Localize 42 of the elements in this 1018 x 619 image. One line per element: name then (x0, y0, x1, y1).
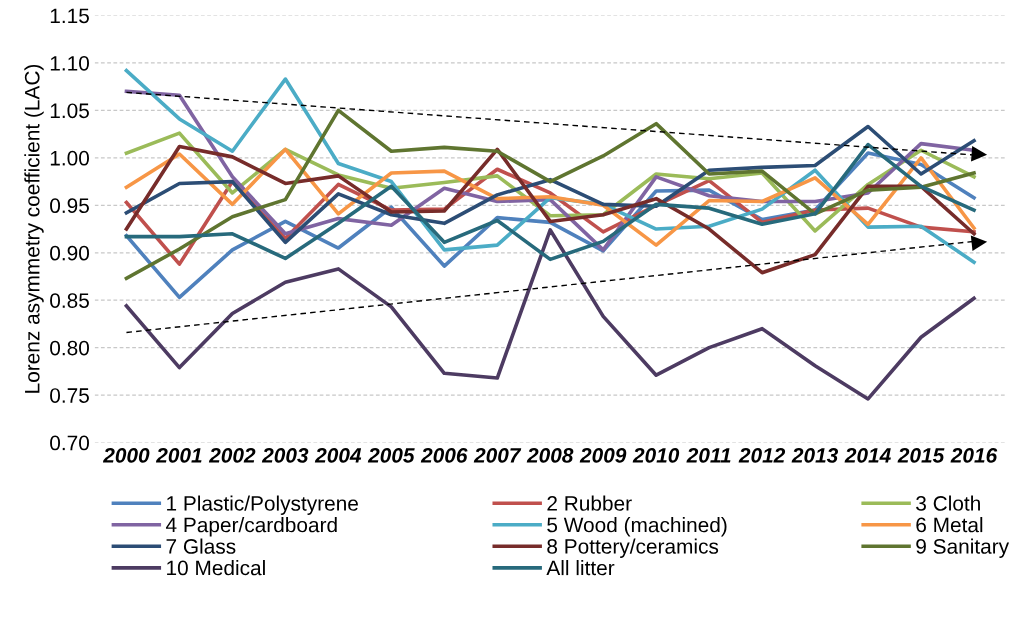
y-tick-label: 1.10 (50, 55, 89, 71)
x-tick-label: 2003 (261, 448, 309, 463)
y-tick-label: 1.15 (50, 8, 89, 24)
legend-label: All litter (546, 560, 615, 576)
legend-label: 9 Sanitary (916, 538, 1010, 558)
legend-label: 1 Plastic/Polystyrene (167, 495, 358, 515)
legend-label: 7 Glass (166, 538, 236, 554)
x-tick-label: 2005 (367, 448, 415, 463)
legend-label: 3 Cloth (916, 495, 980, 511)
x-tick-label: 2004 (314, 448, 362, 463)
y-tick-label: 0.70 (50, 435, 89, 451)
x-tick-label: 2000 (102, 448, 150, 463)
y-axis-title: Lorenz asymmetry coefficient (LAC) (24, 64, 44, 393)
x-tick-label: 2001 (155, 448, 202, 463)
legend-label: 4 Paper/cardboard (165, 517, 337, 537)
line-series (124, 124, 976, 245)
x-tick-label: 2008 (526, 448, 574, 463)
y-tick-label: 0.80 (50, 340, 89, 356)
legend-label: 10 Medical (167, 560, 265, 576)
x-tick-label: 2007 (473, 448, 522, 463)
x-tick-label: 2010 (632, 448, 680, 463)
x-tick-label: 2011 (686, 448, 731, 463)
legend-label: 6 Metal (916, 517, 983, 533)
y-tick-label: 1.05 (50, 103, 89, 119)
x-tick-label: 2015 (897, 448, 945, 463)
legend-label: 8 Pottery/ceramics (547, 538, 719, 558)
y-tick-label: 0.90 (50, 245, 89, 261)
x-tick-label: 2016 (950, 448, 998, 463)
line-series (124, 108, 976, 281)
legend-label: 5 Wood (machined) (547, 517, 727, 537)
line-series (124, 228, 976, 401)
x-tick-label: 2014 (844, 448, 891, 463)
y-tick-label: 0.85 (50, 293, 89, 308)
x-tick-label: 2009 (579, 448, 627, 463)
legend-label: 2 Rubber (547, 495, 632, 511)
y-tick-label: 0.75 (50, 388, 89, 403)
y-tick-label: 1.00 (50, 150, 89, 166)
y-tick-label: 0.95 (50, 198, 89, 214)
x-tick-label: 2006 (420, 448, 468, 463)
x-tick-label: 2013 (791, 448, 839, 463)
x-tick-label: 2012 (738, 448, 786, 463)
x-tick-label: 2002 (208, 448, 256, 463)
